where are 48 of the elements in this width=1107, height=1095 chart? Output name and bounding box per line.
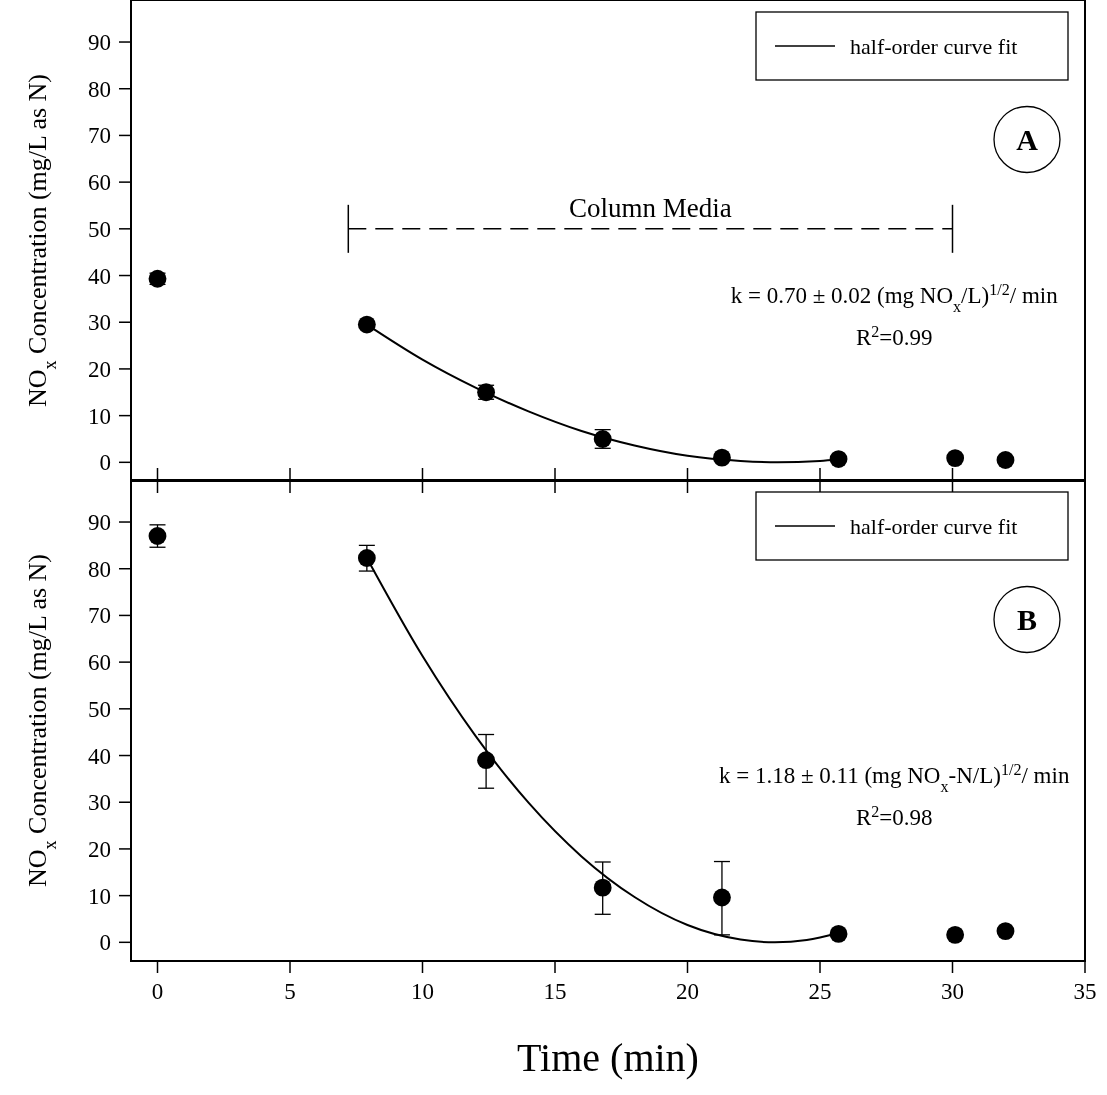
annotation: Column Media — [569, 192, 732, 223]
x-tick-label: 15 — [543, 979, 567, 1004]
point — [946, 449, 965, 468]
y-tick-label: 80 — [88, 76, 111, 102]
point — [996, 451, 1015, 469]
point — [713, 888, 731, 907]
y-tick-label: 0 — [99, 930, 111, 956]
y-tick-label: 0 — [99, 450, 111, 476]
y-tick-label: 60 — [88, 650, 111, 676]
x-tick-label: 25 — [808, 979, 832, 1004]
legend-label: half-order curve fit — [850, 33, 1018, 59]
y-tick-label: 40 — [88, 743, 111, 769]
x-tick-label: 20 — [676, 979, 699, 1004]
y-tick-label: 40 — [88, 263, 111, 289]
x-axis-title: Time (min) — [517, 1035, 699, 1080]
y-tick-label: 70 — [88, 603, 111, 629]
y-tick-label: 30 — [88, 790, 111, 816]
y-tick-label: 90 — [88, 510, 111, 536]
y-tick-label: 80 — [88, 556, 111, 582]
y-tick-label: 60 — [88, 170, 111, 196]
y-tick-label: 70 — [88, 123, 111, 149]
y-tick-label: 90 — [88, 30, 111, 56]
point — [829, 450, 848, 468]
x-tick-label: 35 — [1073, 979, 1097, 1004]
x-tick-label: 30 — [941, 979, 964, 1004]
y-tick-label: 20 — [88, 356, 111, 382]
point — [593, 878, 612, 897]
point — [946, 925, 965, 944]
x-tick-label: 5 — [284, 979, 296, 1004]
y-tick-label: 20 — [88, 836, 111, 862]
text: B — [1016, 602, 1038, 636]
text: A — [1016, 122, 1039, 156]
y-tick-label: 50 — [88, 696, 111, 722]
point — [996, 922, 1015, 941]
x-tick-label: 10 — [411, 979, 434, 1004]
y-tick-label: 10 — [88, 883, 111, 909]
point — [357, 315, 376, 334]
annotation: k = 0.70 ± 0.02 (mg NO$_{x}$/L)$^{1/2}$/ min — [730, 280, 1059, 315]
y-tick-label: 30 — [88, 310, 111, 336]
y-tick-label: 50 — [88, 216, 111, 242]
x-tick-label: 0 — [151, 979, 164, 1004]
point — [357, 549, 376, 567]
annotation: k = 1.18 ± 0.11 (mg NO$_{x}$-N/L)$^{1/2}$/ min — [718, 760, 1070, 795]
point — [829, 925, 848, 943]
y-tick-label: 10 — [88, 403, 111, 429]
legend-label: half-order curve fit — [850, 513, 1018, 539]
annotation: R$^{2}$=0.99 — [855, 322, 933, 351]
annotation: R$^{2}$=0.98 — [855, 802, 933, 831]
